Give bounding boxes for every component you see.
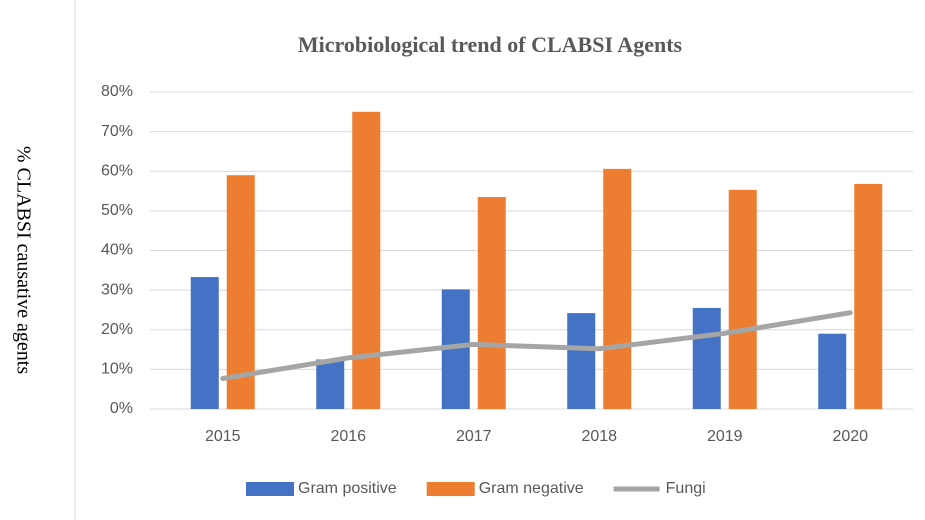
bar xyxy=(818,333,847,409)
bar xyxy=(692,307,721,409)
y-tick-label: 60% xyxy=(101,162,133,179)
bar xyxy=(477,197,506,409)
y-tick-label: 50% xyxy=(101,202,133,219)
y-tick-label: 10% xyxy=(101,361,133,378)
x-tick-label: 2020 xyxy=(832,428,868,445)
bar xyxy=(728,189,757,409)
y-axis-label: % CLABSI causative agents xyxy=(12,146,34,374)
bar xyxy=(226,175,255,409)
legend-label: Gram negative xyxy=(479,480,584,497)
x-tick-label: 2016 xyxy=(330,428,366,445)
y-tick-label: 40% xyxy=(101,242,133,259)
y-tick-label: 20% xyxy=(101,321,133,338)
legend-label: Gram positive xyxy=(298,480,397,497)
line xyxy=(220,310,853,381)
x-tick-label: 2017 xyxy=(456,428,492,445)
legend-label: Fungi xyxy=(666,480,706,497)
x-tick-label: 2018 xyxy=(581,428,617,445)
y-tick-label: 70% xyxy=(101,123,133,140)
bar xyxy=(190,277,219,409)
bar xyxy=(854,183,883,409)
bar xyxy=(352,111,381,409)
y-tick-label: 80% xyxy=(101,83,133,100)
bar xyxy=(567,313,596,409)
x-tick-label: 2019 xyxy=(707,428,743,445)
y-tick-label: 30% xyxy=(101,281,133,298)
legend-swatch xyxy=(246,482,294,496)
legend-swatch xyxy=(426,482,475,496)
y-tick-label: 0% xyxy=(110,400,133,417)
chart-title: Microbiological trend of CLABSI Agents xyxy=(298,32,683,57)
bar xyxy=(316,359,345,409)
x-tick-label: 2015 xyxy=(205,428,241,445)
bar xyxy=(603,168,632,409)
